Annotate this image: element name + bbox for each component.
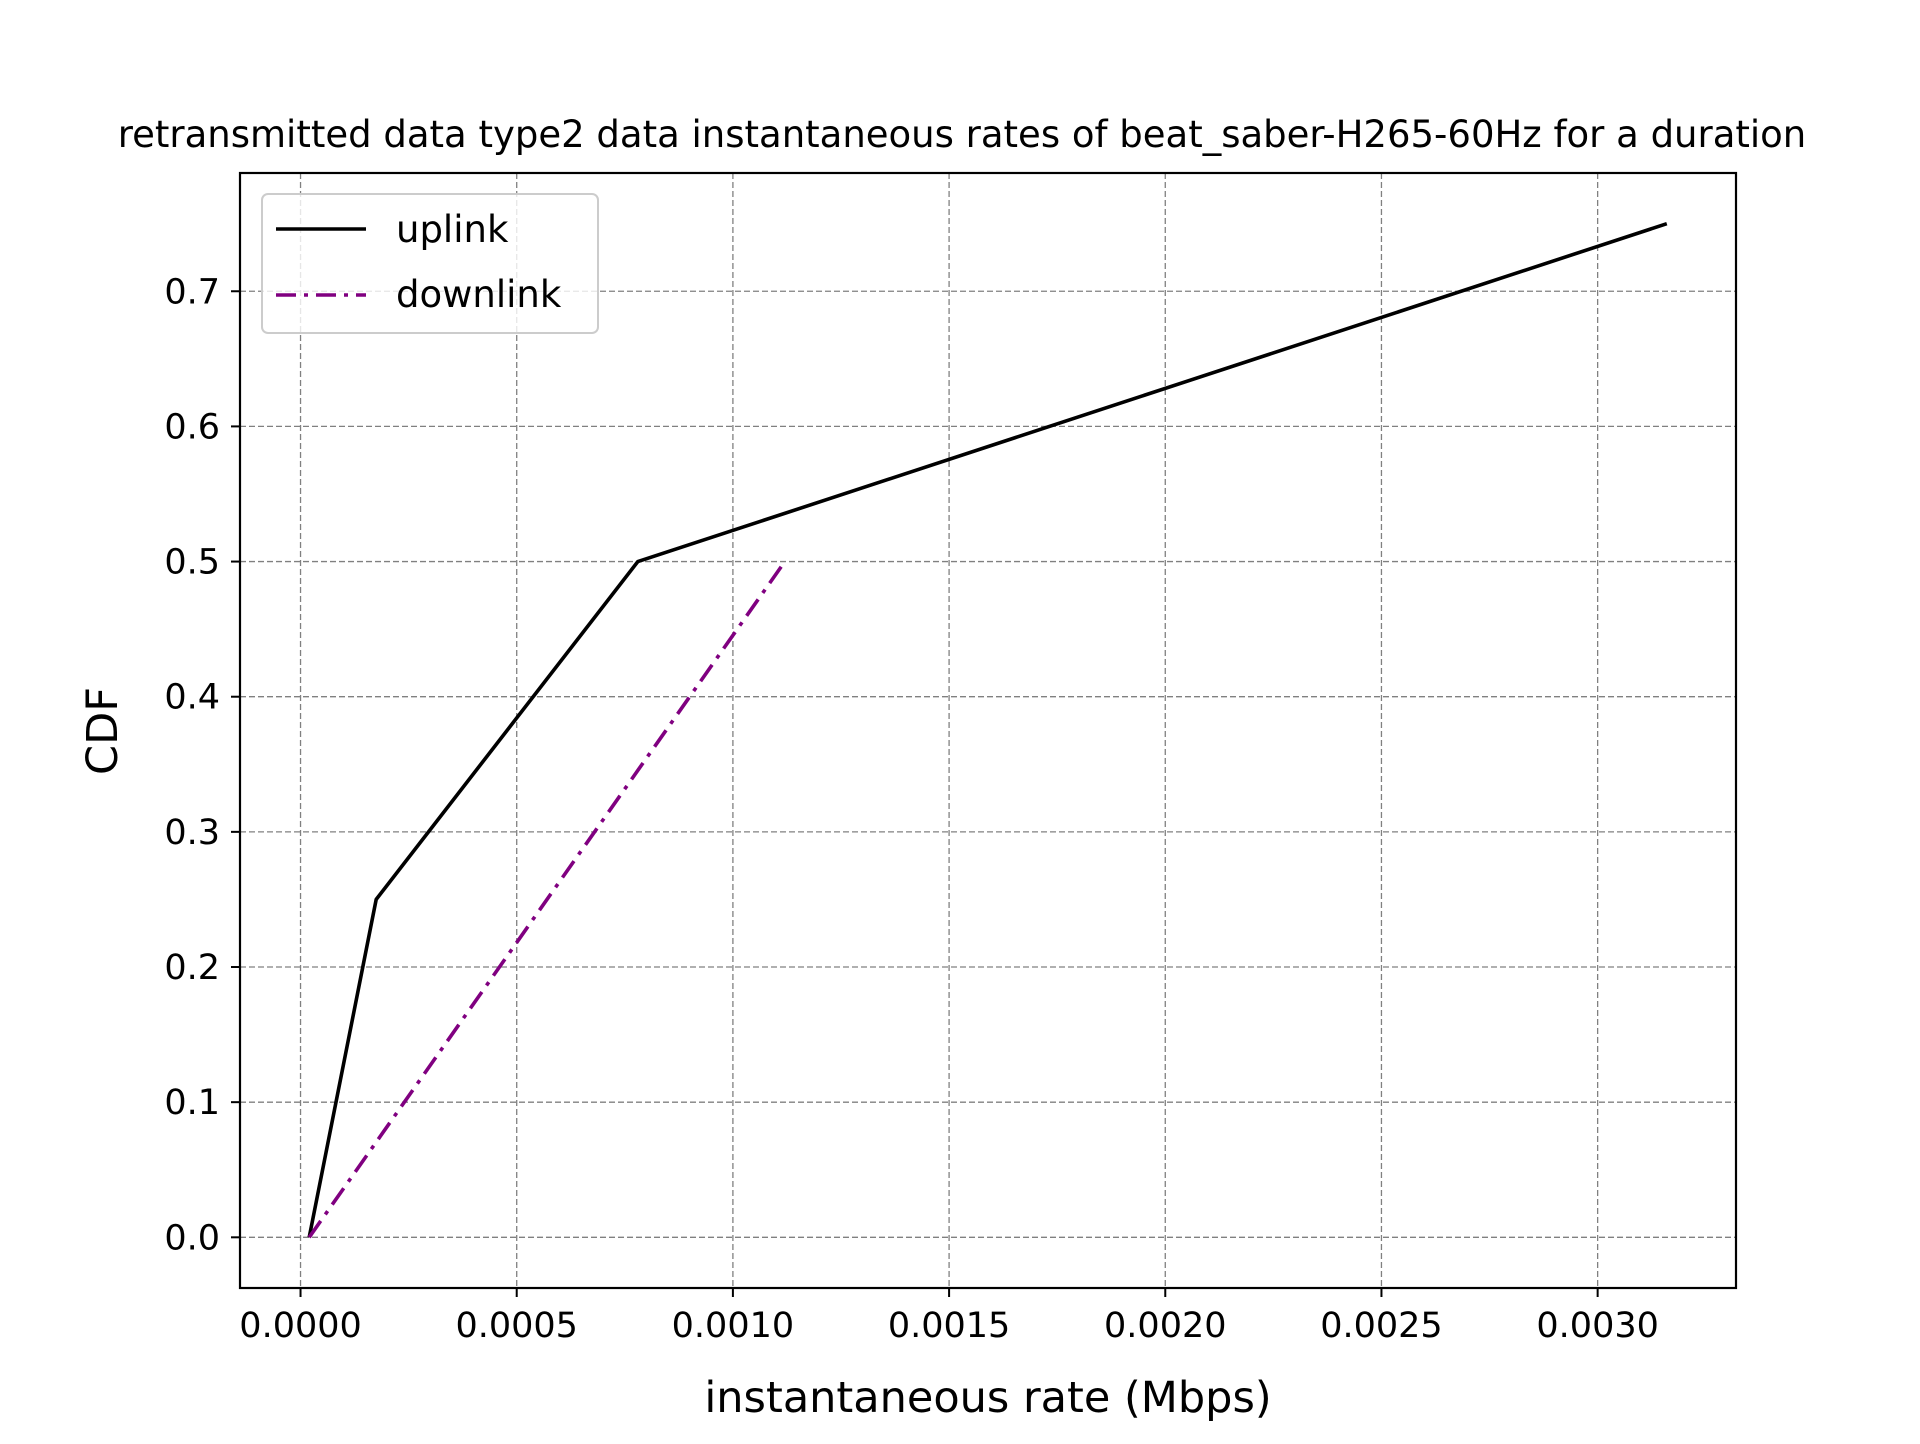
x-tick-label-6: 0.0030 xyxy=(1536,1306,1658,1346)
legend-label-uplink: uplink xyxy=(396,208,509,251)
series-lines xyxy=(307,221,1668,1239)
legend-label-downlink: downlink xyxy=(396,273,562,316)
x-tick-label-5: 0.0025 xyxy=(1320,1306,1442,1346)
y-tick-label-1: 0.1 xyxy=(164,1083,220,1123)
y-tick-label-6: 0.6 xyxy=(164,407,220,447)
grid-lines xyxy=(240,173,1736,1288)
x-axis-label: instantaneous rate (Mbps) xyxy=(704,1373,1271,1423)
y-tick-label-5: 0.5 xyxy=(164,543,220,583)
x-tick-label-1: 0.0005 xyxy=(455,1306,577,1346)
x-tick-label-0: 0.0000 xyxy=(239,1306,361,1346)
x-tick-label-2: 0.0010 xyxy=(672,1306,794,1346)
y-tick-label-0: 0.0 xyxy=(164,1218,220,1258)
x-tick-label-4: 0.0020 xyxy=(1104,1306,1226,1346)
y-axis-label: CDF xyxy=(78,687,128,775)
series-line-downlink xyxy=(307,560,787,1239)
axis-ticks: 0.0000 0.0005 0.0010 0.0015 0.0020 0.0025 0.00… xyxy=(164,272,1659,1346)
y-tick-label-7: 0.7 xyxy=(164,272,220,312)
y-tick-label-4: 0.4 xyxy=(164,678,220,718)
chart-title: retransmitted data type2 data instantane… xyxy=(118,113,1807,156)
y-tick-label-3: 0.3 xyxy=(164,813,220,853)
x-tick-label-3: 0.0015 xyxy=(888,1306,1010,1346)
legend: uplink downlink xyxy=(261,193,599,334)
plot-area-frame xyxy=(238,171,1738,1290)
y-tick-label-2: 0.2 xyxy=(164,948,220,988)
series-line-uplink xyxy=(307,221,1668,1238)
